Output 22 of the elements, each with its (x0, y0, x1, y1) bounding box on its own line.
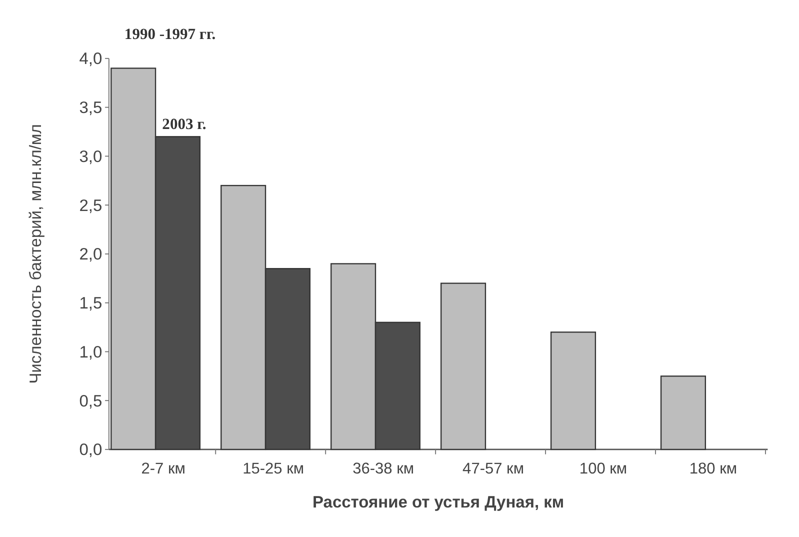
y-axis-title: Численность бактерий, млн.кл/мл (27, 124, 46, 384)
x-tick-label: 2-7 км (141, 460, 186, 478)
bar (440, 282, 486, 450)
y-tick-label: 0,0 (79, 441, 102, 460)
series-label: 2003 г. (162, 116, 206, 133)
y-tick-label: 2,0 (79, 246, 102, 264)
y-tick-label: 0,5 (79, 392, 102, 410)
bar (660, 376, 706, 450)
x-tick-label: 100 км (579, 460, 628, 478)
x-axis-title: Расстояние от устья Дуная, км (312, 494, 564, 512)
x-tick-label: 180 км (689, 460, 738, 478)
bar (550, 332, 596, 450)
y-tick-label: 3,5 (79, 99, 102, 118)
series-label: 1990 -1997 гг. (124, 26, 216, 44)
x-tick-label: 15-25 км (242, 460, 304, 478)
y-tick-label: 3,0 (79, 148, 102, 166)
y-tick-label: 1,0 (79, 343, 102, 362)
y-tick-label: 2,5 (79, 196, 102, 215)
y-tick-label: 1,5 (79, 294, 102, 313)
x-tick-label: 47-57 км (462, 460, 524, 478)
x-tick-label: 36-38 км (352, 460, 414, 478)
y-tick-label: 4,0 (79, 50, 102, 68)
